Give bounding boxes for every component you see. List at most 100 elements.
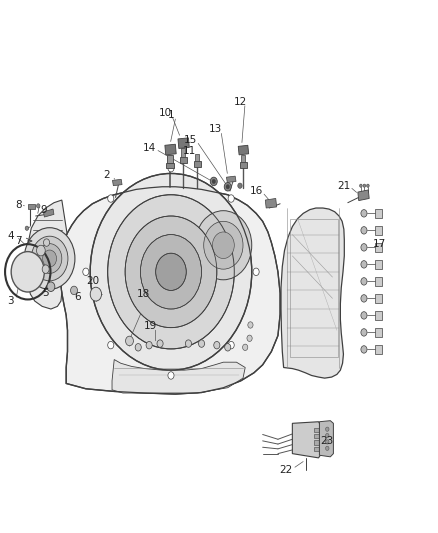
- Polygon shape: [226, 176, 236, 182]
- Circle shape: [253, 268, 259, 276]
- Circle shape: [361, 209, 367, 217]
- Text: 5: 5: [42, 288, 49, 298]
- Circle shape: [238, 183, 242, 188]
- Circle shape: [212, 179, 215, 183]
- Polygon shape: [375, 260, 382, 269]
- Circle shape: [185, 340, 191, 348]
- Circle shape: [71, 286, 78, 295]
- Circle shape: [126, 336, 134, 346]
- Polygon shape: [178, 138, 189, 149]
- Text: 19: 19: [143, 321, 157, 331]
- Circle shape: [36, 245, 45, 256]
- Circle shape: [325, 440, 329, 444]
- Circle shape: [325, 446, 329, 450]
- Polygon shape: [375, 277, 382, 286]
- Text: 1: 1: [168, 110, 174, 120]
- Circle shape: [108, 195, 234, 349]
- Text: 9: 9: [40, 205, 47, 215]
- Text: 14: 14: [142, 143, 156, 154]
- Circle shape: [125, 216, 217, 328]
- Circle shape: [37, 244, 62, 273]
- Circle shape: [210, 177, 217, 185]
- Text: 7: 7: [15, 236, 21, 246]
- Circle shape: [90, 173, 252, 370]
- Text: 10: 10: [159, 108, 172, 118]
- Text: 12: 12: [233, 96, 247, 107]
- Polygon shape: [314, 440, 320, 445]
- Polygon shape: [292, 422, 320, 458]
- Polygon shape: [375, 328, 382, 337]
- Polygon shape: [319, 421, 333, 457]
- Circle shape: [225, 344, 231, 351]
- Circle shape: [325, 427, 329, 431]
- Circle shape: [135, 344, 141, 351]
- Circle shape: [157, 340, 163, 348]
- Circle shape: [198, 340, 205, 348]
- Text: 18: 18: [137, 289, 151, 299]
- Circle shape: [11, 252, 44, 292]
- Polygon shape: [314, 427, 320, 432]
- Text: 22: 22: [279, 465, 293, 474]
- Circle shape: [108, 195, 114, 202]
- Polygon shape: [60, 187, 280, 394]
- Circle shape: [24, 228, 75, 289]
- Circle shape: [228, 195, 234, 202]
- Circle shape: [42, 250, 57, 267]
- Polygon shape: [375, 294, 382, 303]
- Polygon shape: [375, 345, 382, 354]
- Circle shape: [214, 342, 220, 349]
- Text: 13: 13: [209, 124, 222, 134]
- Text: 6: 6: [74, 292, 81, 302]
- Circle shape: [31, 236, 68, 281]
- Circle shape: [325, 433, 329, 438]
- Circle shape: [43, 239, 49, 246]
- Circle shape: [363, 184, 366, 187]
- Text: 21: 21: [337, 181, 350, 191]
- Circle shape: [168, 165, 174, 172]
- Text: 2: 2: [103, 170, 110, 180]
- Polygon shape: [238, 146, 249, 155]
- Circle shape: [83, 268, 89, 276]
- Polygon shape: [375, 209, 382, 217]
- Polygon shape: [240, 163, 247, 167]
- Text: 11: 11: [183, 146, 196, 156]
- Polygon shape: [166, 163, 174, 168]
- Text: 8: 8: [15, 200, 21, 211]
- Circle shape: [248, 322, 253, 328]
- Circle shape: [361, 295, 367, 302]
- Polygon shape: [43, 209, 54, 217]
- Polygon shape: [165, 144, 176, 155]
- Polygon shape: [28, 200, 67, 309]
- Circle shape: [361, 329, 367, 336]
- Polygon shape: [113, 179, 122, 185]
- Circle shape: [361, 227, 367, 234]
- Polygon shape: [181, 149, 185, 157]
- Circle shape: [204, 221, 243, 269]
- Polygon shape: [375, 243, 382, 252]
- Polygon shape: [28, 204, 35, 209]
- Text: 23: 23: [321, 436, 334, 446]
- Circle shape: [361, 278, 367, 285]
- Circle shape: [47, 282, 55, 292]
- Circle shape: [25, 226, 28, 230]
- Text: 3: 3: [7, 296, 14, 306]
- Circle shape: [226, 184, 230, 189]
- Polygon shape: [195, 154, 199, 161]
- Circle shape: [168, 372, 174, 379]
- Circle shape: [361, 312, 367, 319]
- Polygon shape: [112, 360, 245, 393]
- Circle shape: [228, 342, 234, 349]
- Polygon shape: [180, 157, 187, 163]
- Polygon shape: [194, 161, 201, 166]
- Circle shape: [195, 211, 252, 280]
- Polygon shape: [167, 155, 173, 163]
- Text: 20: 20: [87, 277, 100, 286]
- Circle shape: [155, 253, 186, 290]
- Polygon shape: [314, 434, 320, 438]
- Circle shape: [367, 184, 369, 187]
- Circle shape: [108, 342, 114, 349]
- Polygon shape: [281, 208, 344, 378]
- Polygon shape: [358, 190, 369, 200]
- Circle shape: [90, 287, 102, 301]
- Circle shape: [141, 235, 201, 309]
